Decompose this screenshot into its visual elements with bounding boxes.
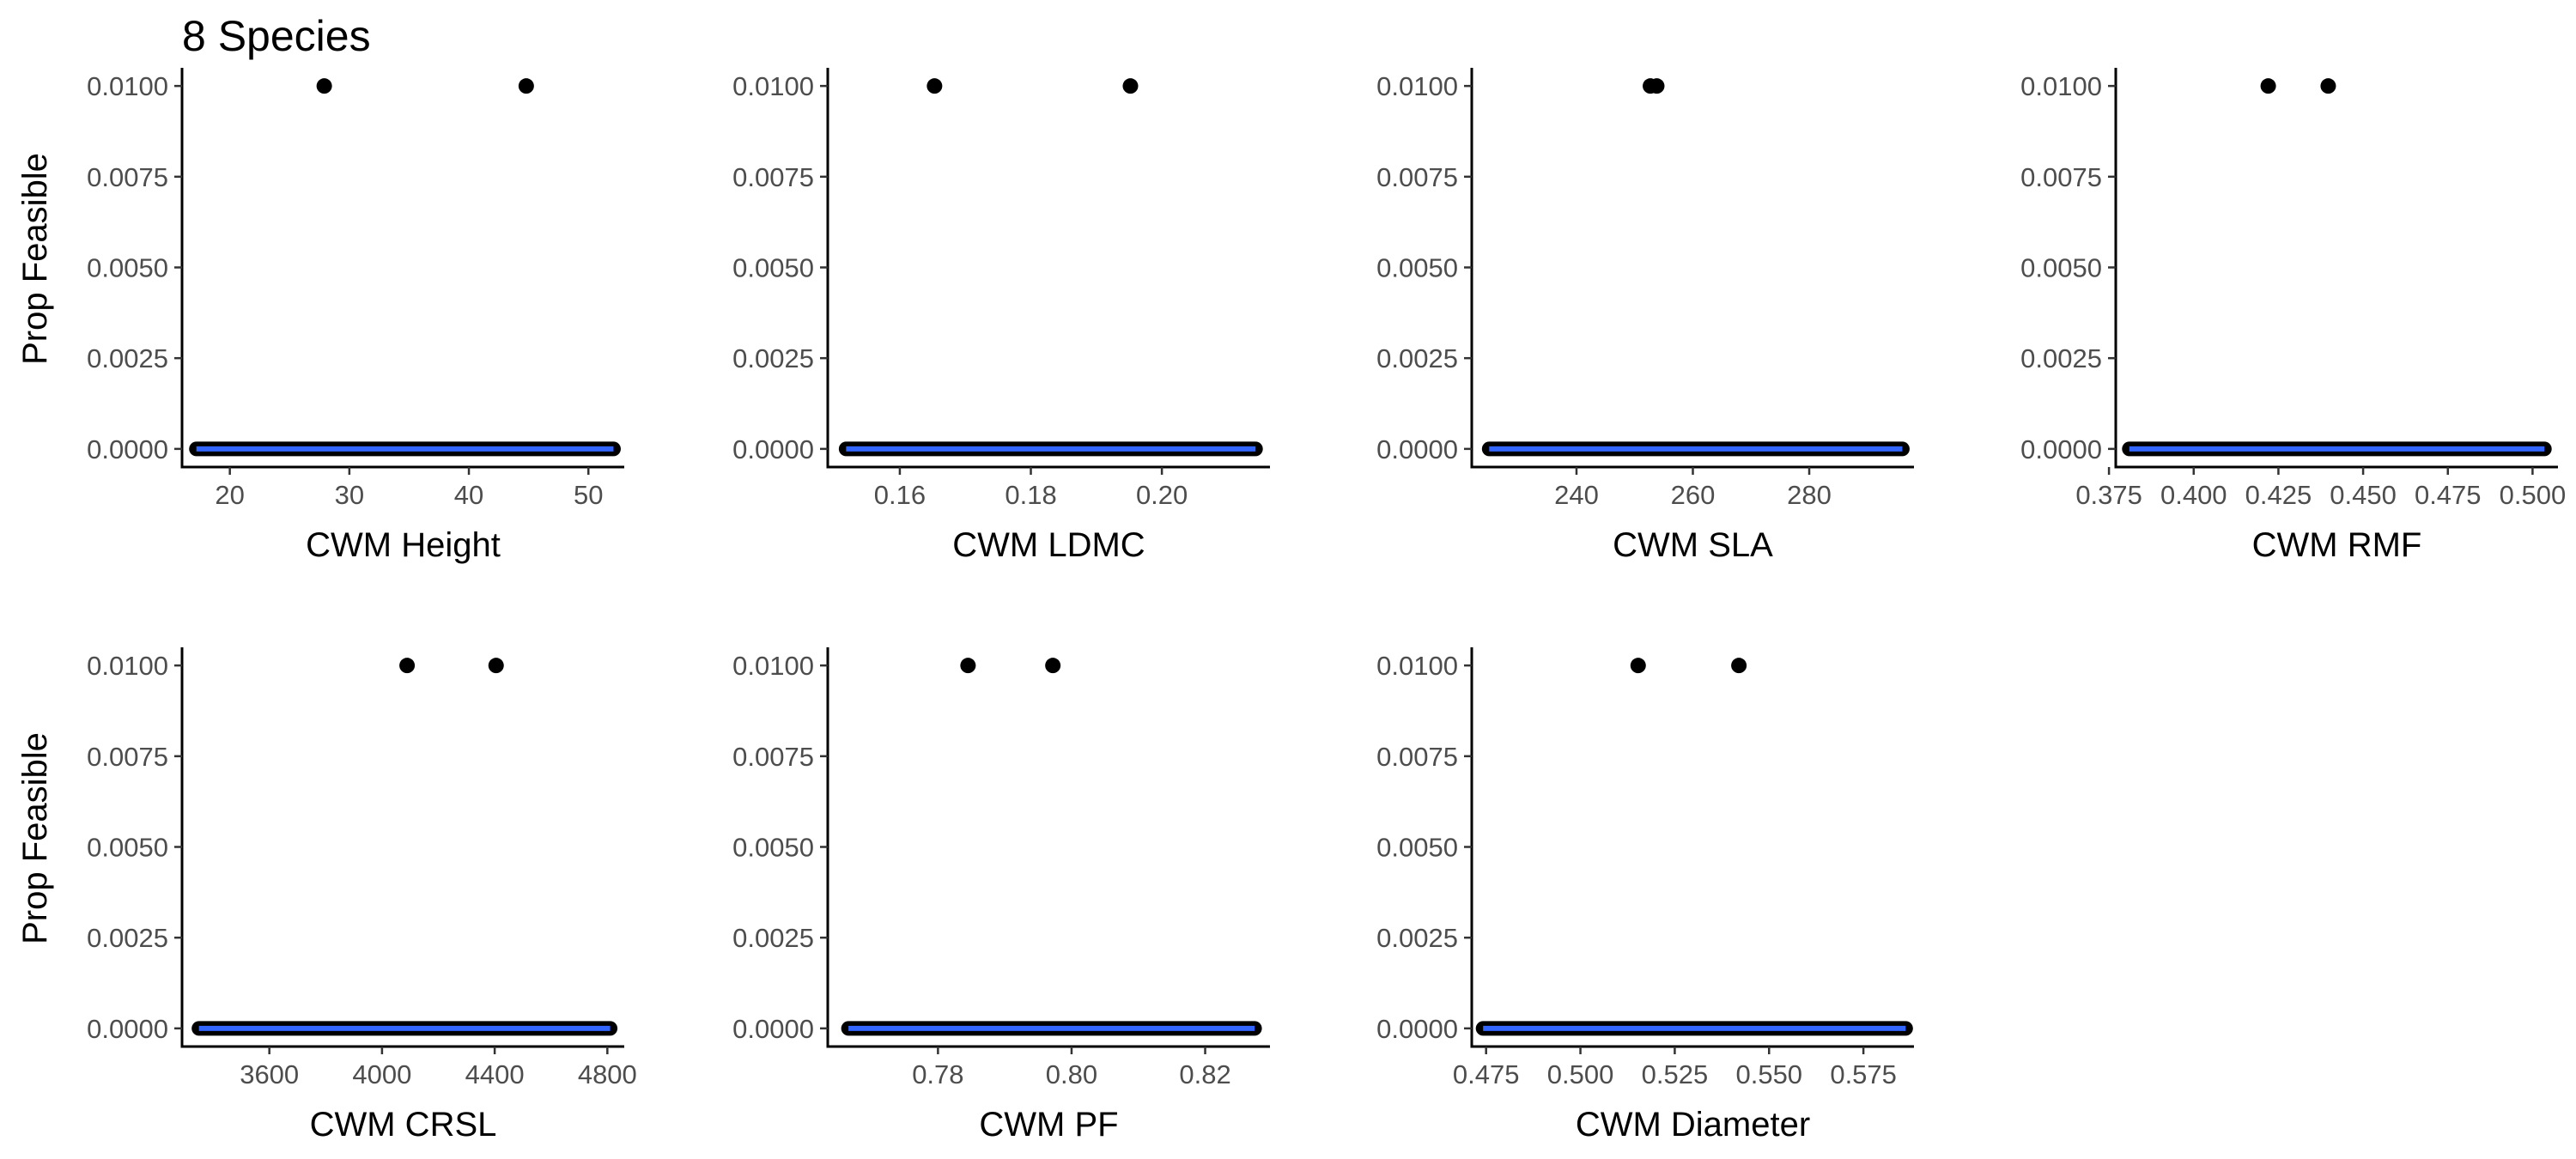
y-tick-label: 0.0100 [87,651,168,681]
y-tick-label: 0.0075 [87,162,168,192]
data-point [927,78,943,94]
facet-panel-5: 0.0000 0.0025 0.0050 0.0075 0.0100 3600 4000 44… [16,647,637,1144]
y-tick-label: 0.0000 [87,434,168,464]
y-tick-label: 0.0050 [732,833,814,863]
data-point [1649,78,1665,94]
y-tick-label: 0.0075 [87,742,168,772]
x-tick-label: 20 [215,480,244,510]
y-tick-label: 0.0000 [87,1014,168,1044]
y-tick-label: 0.0100 [87,71,168,101]
y-tick-label: 0.0075 [732,742,814,772]
data-point [399,658,416,674]
y-tick-label: 0.0025 [87,923,168,953]
x-tick-label: 0.500 [2500,480,2567,510]
x-tick-label: 0.525 [1642,1059,1709,1089]
y-tick-label: 0.0075 [732,162,814,192]
figure-title: 8 Species [182,12,371,60]
y-tick-label: 0.0100 [732,71,814,101]
facet-panel-6: 0.0000 0.0025 0.0050 0.0075 0.0100 0.78 0.80 0.… [732,647,1270,1144]
x-tick-label: 0.20 [1136,480,1188,510]
y-tick-label: 0.0100 [1376,71,1458,101]
y-tick-label: 0.0100 [2020,71,2102,101]
x-tick-label: 30 [335,480,364,510]
y-tick-label: 0.0025 [1376,923,1458,953]
y-tick-label: 0.0025 [2020,343,2102,373]
x-tick-label: 0.82 [1179,1059,1230,1089]
data-point [488,658,504,674]
x-tick-label: 0.16 [874,480,926,510]
x-tick-label: 280 [1787,480,1832,510]
y-tick-label: 0.0000 [2020,434,2102,464]
x-axis-title: CWM LDMC [952,526,1145,564]
data-point [518,78,534,94]
y-tick-label: 0.0075 [1376,742,1458,772]
x-axis-title: CWM PF [979,1106,1118,1144]
x-tick-label: 0.500 [1547,1059,1614,1089]
data-point [2260,78,2276,94]
data-point [1630,658,1646,674]
y-tick-label: 0.0025 [732,923,814,953]
x-tick-label: 0.550 [1735,1059,1802,1089]
x-axis-title: CWM RMF [2252,526,2422,564]
x-tick-label: 0.450 [2330,480,2397,510]
x-tick-label: 0.475 [2415,480,2482,510]
x-tick-label: 0.475 [1453,1059,1520,1089]
facet-panels: 0.0000 0.0025 0.0050 0.0075 0.0100 20 30 40 50 CW… [16,68,2566,1144]
y-tick-label: 0.0025 [1376,343,1458,373]
data-point [316,78,332,94]
x-tick-label: 0.375 [2075,480,2142,510]
facet-panel-4: 0.0000 0.0025 0.0050 0.0075 0.0100 0.375 0.400… [2020,68,2566,564]
x-tick-label: 4800 [578,1059,637,1089]
y-axis-title: Prop Feasible [16,153,54,365]
x-axis-title: CWM Height [306,526,501,564]
y-tick-label: 0.0100 [1376,651,1458,681]
x-tick-label: 0.575 [1830,1059,1897,1089]
x-tick-label: 0.18 [1005,480,1056,510]
y-tick-label: 0.0000 [1376,434,1458,464]
y-tick-label: 0.0075 [1376,162,1458,192]
x-tick-label: 3600 [240,1059,299,1089]
x-tick-label: 40 [454,480,483,510]
y-tick-label: 0.0050 [87,833,168,863]
y-tick-label: 0.0075 [2020,162,2102,192]
data-point [1122,78,1139,94]
y-tick-label: 0.0050 [732,253,814,283]
y-tick-label: 0.0025 [87,343,168,373]
facet-panel-1: 0.0000 0.0025 0.0050 0.0075 0.0100 20 30 40 50 CW… [16,68,624,564]
y-tick-label: 0.0050 [1376,253,1458,283]
x-tick-label: 260 [1671,480,1716,510]
x-tick-label: 4000 [352,1059,411,1089]
x-axis-title: CWM SLA [1613,526,1773,564]
x-tick-label: 0.400 [2160,480,2227,510]
x-tick-label: 0.80 [1046,1059,1097,1089]
y-tick-label: 0.0000 [732,434,814,464]
data-point [1731,658,1747,674]
x-axis-title: CWM CRSL [310,1106,497,1144]
y-tick-label: 0.0050 [1376,833,1458,863]
y-tick-label: 0.0050 [87,253,168,283]
y-axis-title: Prop Feasible [16,732,54,944]
x-tick-label: 4400 [465,1059,525,1089]
x-tick-label: 0.78 [912,1059,963,1089]
x-axis-title: CWM Diameter [1576,1106,1810,1144]
data-point [1045,658,1061,674]
y-tick-label: 0.0100 [732,651,814,681]
facet-panel-7: 0.0000 0.0025 0.0050 0.0075 0.0100 0.475 0.500… [1376,647,1914,1144]
data-point [2320,78,2336,94]
facet-panel-3: 0.0000 0.0025 0.0050 0.0075 0.0100 240 260 280 C… [1376,68,1914,564]
facet-panel-2: 0.0000 0.0025 0.0050 0.0075 0.0100 0.16 0.18 0.… [732,68,1270,564]
y-tick-label: 0.0050 [2020,253,2102,283]
x-tick-label: 50 [574,480,603,510]
x-tick-label: 0.425 [2245,480,2312,510]
y-tick-label: 0.0025 [732,343,814,373]
y-tick-label: 0.0000 [732,1014,814,1044]
y-tick-label: 0.0000 [1376,1014,1458,1044]
x-tick-label: 240 [1554,480,1599,510]
data-point [960,658,976,674]
